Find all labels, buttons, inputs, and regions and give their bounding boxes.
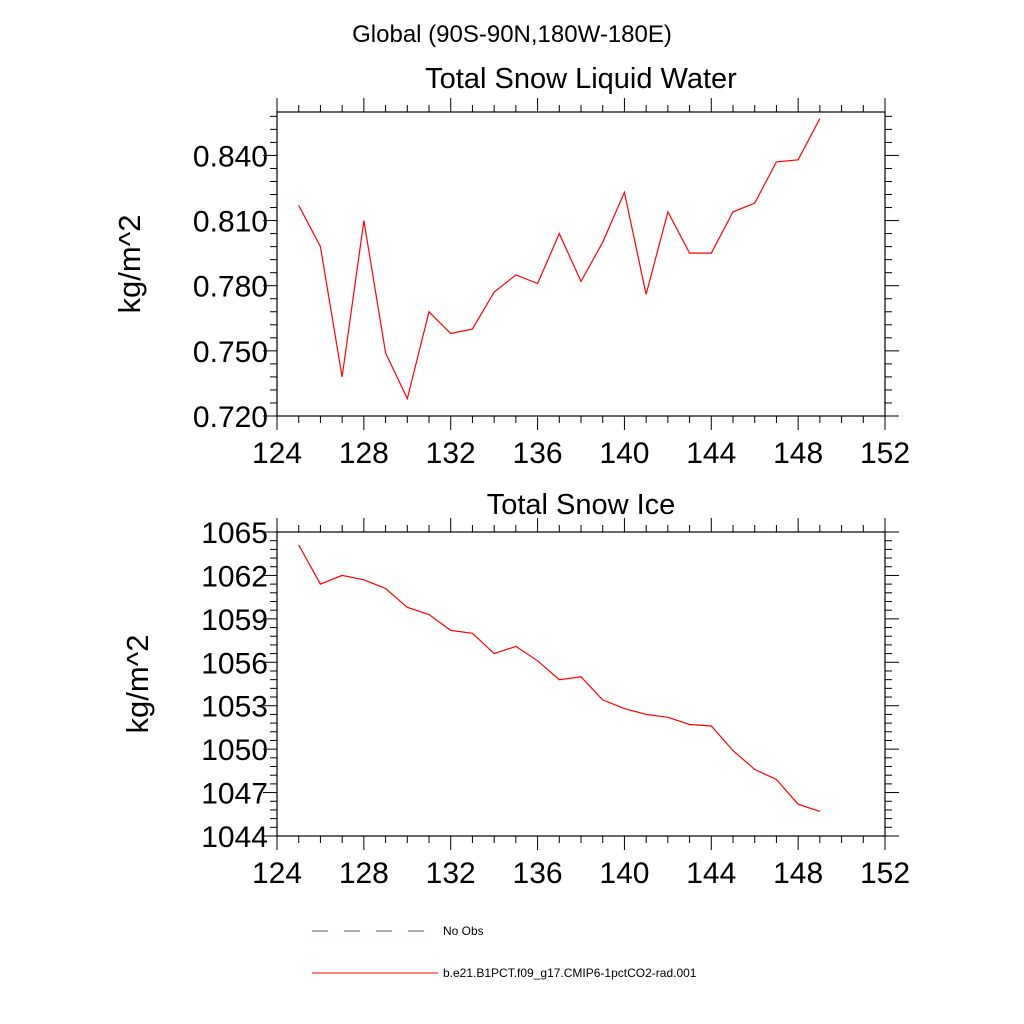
y-tick-label: 1047 — [201, 778, 268, 811]
x-tick-label: 128 — [339, 437, 389, 470]
y-tick-label: 1056 — [201, 647, 268, 680]
x-tick-labels: 124 128 132 136 140 144 148 152 — [252, 857, 910, 890]
x-tick-label: 144 — [686, 857, 736, 890]
y-tick-label: 1062 — [201, 560, 268, 593]
series-line — [298, 544, 821, 812]
x-tick-label: 152 — [860, 437, 910, 470]
y-tick-label: 0.810 — [193, 206, 268, 239]
y-tick-label: 1050 — [201, 734, 268, 767]
series-line — [298, 118, 821, 401]
y-tick-label: 0.780 — [193, 271, 268, 304]
x-tick-labels: 124 128 132 136 140 144 148 152 — [252, 437, 910, 470]
legend: No Obs b.e21.B1PCT.f09_g17.CMIP6-1pctCO2… — [312, 924, 697, 980]
legend-item-no-obs: No Obs — [312, 924, 484, 938]
plot-frame — [276, 531, 886, 837]
x-tick-label: 140 — [599, 437, 649, 470]
chart-title: Total Snow Ice — [487, 489, 676, 521]
y-axis-label: kg/m^2 — [112, 215, 147, 314]
data-series — [298, 544, 821, 812]
figure-title: Global (90S-90N,180W-180E) — [352, 21, 672, 48]
y-tick-label: 0.750 — [193, 336, 268, 369]
y-tick-label: 1053 — [201, 691, 268, 724]
x-tick-label: 124 — [252, 437, 302, 470]
y-tick-labels: 1044 1047 1050 1053 1056 1059 1062 1065 — [201, 517, 268, 854]
x-tick-label: 136 — [513, 857, 563, 890]
x-tick-label: 132 — [426, 437, 476, 470]
legend-label: No Obs — [443, 924, 484, 938]
axis-ticks — [263, 518, 899, 850]
x-tick-label: 128 — [339, 857, 389, 890]
x-tick-label: 148 — [773, 857, 823, 890]
y-tick-label: 0.720 — [193, 401, 268, 434]
x-tick-label: 144 — [686, 437, 736, 470]
y-tick-labels: 0.720 0.750 0.780 0.810 0.840 — [193, 140, 268, 434]
x-tick-label: 152 — [860, 857, 910, 890]
y-tick-label: 1059 — [201, 604, 268, 637]
axis-ticks — [263, 98, 899, 430]
x-tick-label: 148 — [773, 437, 823, 470]
x-tick-label: 124 — [252, 857, 302, 890]
y-tick-label: 1065 — [201, 517, 268, 550]
x-tick-label: 132 — [426, 857, 476, 890]
panel-snow-ice: Total Snow Ice kg/m^2 124 128 132 136 140 144… — [120, 489, 910, 890]
chart-title: Total Snow Liquid Water — [425, 63, 737, 95]
plot-frame — [276, 111, 886, 417]
x-tick-label: 140 — [599, 857, 649, 890]
panel-snow-liquid-water: Total Snow Liquid Water kg/m^2 124 128 132… — [112, 63, 910, 470]
y-tick-label: 0.840 — [193, 140, 268, 173]
y-axis-label: kg/m^2 — [120, 635, 155, 734]
legend-item-model-run: b.e21.B1PCT.f09_g17.CMIP6-1pctCO2-rad.00… — [312, 966, 697, 980]
x-tick-label: 136 — [513, 437, 563, 470]
data-series — [298, 118, 821, 401]
legend-label: b.e21.B1PCT.f09_g17.CMIP6-1pctCO2-rad.00… — [443, 966, 697, 980]
y-tick-label: 1044 — [201, 821, 268, 854]
